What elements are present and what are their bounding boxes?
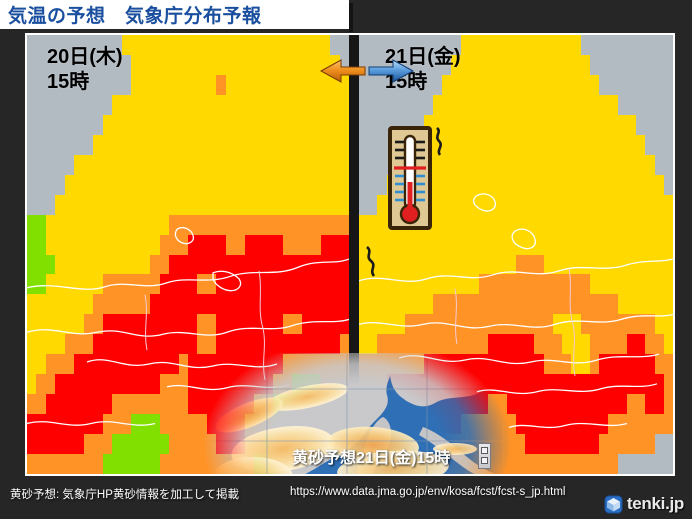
date-text-thursday: 20日(木): [47, 46, 123, 68]
page-title: 気温の予想 気象庁分布予報: [8, 6, 262, 27]
heat-squiggle-icon: [366, 246, 376, 277]
credit-url-text[interactable]: https://www.data.jma.go.jp/env/kosa/fcst…: [290, 486, 566, 498]
title-bar: 気温の予想 気象庁分布予報: [0, 0, 349, 29]
credit-bar: 黄砂予想: 気象庁HP黄砂情報を加工して掲載 https://www.data.…: [0, 476, 692, 519]
date-label-thursday: 20日(木) 15時: [47, 45, 123, 95]
tenki-logo[interactable]: tenki.jp: [604, 494, 684, 514]
double-arrow-left-right-icon: [319, 57, 415, 85]
time-text-thursday: 15時: [47, 71, 90, 93]
credit-source-text: 黄砂予想: 気象庁HP黄砂情報を加工して掲載: [10, 489, 240, 501]
kosa-inset-caption: 黄砂予想21日(金)15時: [292, 450, 451, 467]
tenki-logo-text: tenki.jp: [626, 494, 684, 513]
panel-divider: [349, 35, 359, 474]
tenki-cube-icon: [604, 495, 623, 513]
kosa-inset-scale-badge: [478, 443, 491, 469]
title-bar-shadow: [349, 3, 353, 32]
kosa-dust-forecast-inset[interactable]: [187, 353, 527, 474]
forecast-map-container: 20日(木) 15時: [25, 33, 675, 476]
thermometer-icon: [385, 122, 447, 242]
date-text-friday: 21日(金): [385, 46, 461, 68]
